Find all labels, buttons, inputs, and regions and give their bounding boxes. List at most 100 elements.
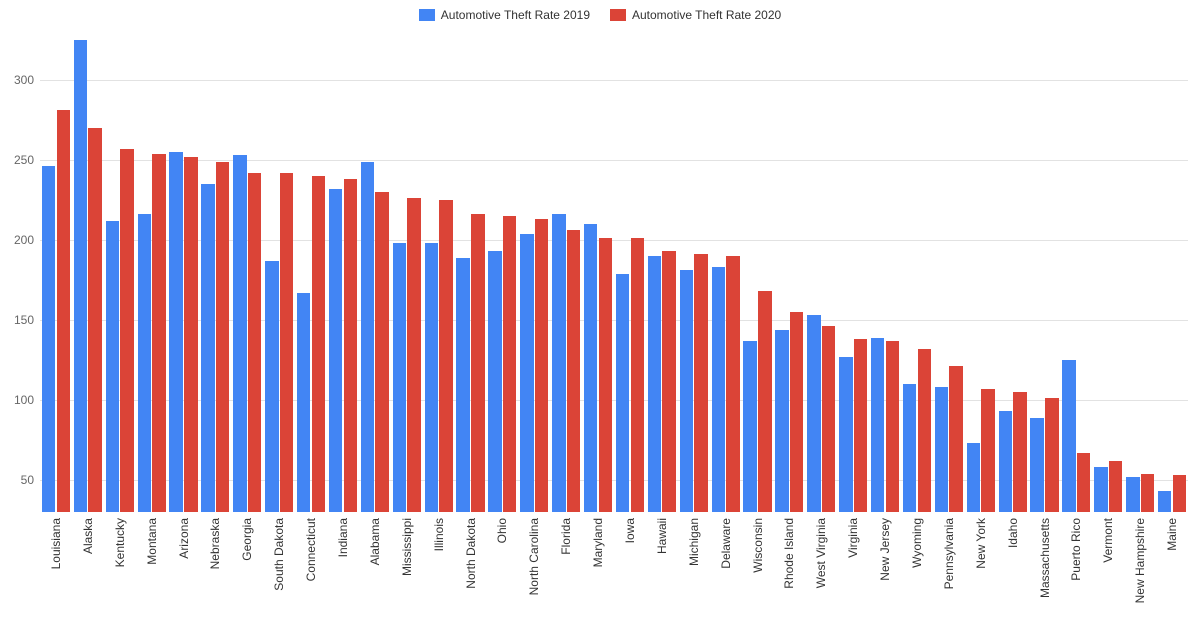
x-tick-label: Ohio <box>495 512 509 543</box>
bar <box>726 256 739 512</box>
x-tick-label: North Dakota <box>464 512 478 589</box>
bar <box>743 341 756 512</box>
bar <box>1013 392 1026 512</box>
bar <box>152 154 165 512</box>
x-tick-label: Montana <box>145 512 159 565</box>
bar <box>886 341 899 512</box>
y-tick-label: 150 <box>14 313 40 327</box>
x-tick-label: Pennsylvania <box>942 512 956 589</box>
x-tick-label: South Dakota <box>272 512 286 591</box>
bar <box>758 291 771 512</box>
x-tick-label: Iowa <box>623 512 637 543</box>
plot-area: 50100150200250300LouisianaAlaskaKentucky… <box>40 32 1188 512</box>
bar <box>74 40 87 512</box>
bar <box>169 152 182 512</box>
x-tick-label: Vermont <box>1101 512 1115 563</box>
bar <box>999 411 1012 512</box>
x-tick-label: Puerto Rico <box>1069 512 1083 581</box>
x-tick-label: Maine <box>1165 512 1179 551</box>
bar <box>1173 475 1186 512</box>
bar <box>393 243 406 512</box>
x-tick-label: New Hampshire <box>1133 512 1147 603</box>
x-tick-label: Michigan <box>687 512 701 566</box>
legend-item-2020: Automotive Theft Rate 2020 <box>610 8 781 22</box>
legend-label-2019: Automotive Theft Rate 2019 <box>441 8 590 22</box>
bar <box>216 162 229 512</box>
bar <box>233 155 246 512</box>
bar <box>616 274 629 512</box>
bar <box>88 128 101 512</box>
bar <box>407 198 420 512</box>
bar <box>535 219 548 512</box>
bar <box>344 179 357 512</box>
bar <box>790 312 803 512</box>
bar <box>248 173 261 512</box>
bar <box>297 293 310 512</box>
x-tick-label: Alaska <box>81 512 95 554</box>
legend-item-2019: Automotive Theft Rate 2019 <box>419 8 590 22</box>
bar <box>871 338 884 512</box>
bar <box>106 221 119 512</box>
x-tick-label: Louisiana <box>49 512 63 569</box>
bar <box>488 251 501 512</box>
x-tick-label: West Virginia <box>814 512 828 588</box>
bar <box>120 149 133 512</box>
legend-swatch-2020 <box>610 9 626 21</box>
bar <box>280 173 293 512</box>
bar <box>1045 398 1058 512</box>
x-tick-label: North Carolina <box>527 512 541 595</box>
bar <box>631 238 644 512</box>
x-tick-label: Mississippi <box>400 512 414 576</box>
bar <box>854 339 867 512</box>
bar <box>584 224 597 512</box>
x-tick-label: Indiana <box>336 512 350 557</box>
x-tick-label: Massachusetts <box>1038 512 1052 598</box>
bar <box>1158 491 1171 512</box>
bar <box>694 254 707 512</box>
bar <box>520 234 533 512</box>
chart-legend: Automotive Theft Rate 2019 Automotive Th… <box>0 0 1200 26</box>
bar <box>471 214 484 512</box>
y-tick-label: 300 <box>14 73 40 87</box>
bar <box>680 270 693 512</box>
x-tick-label: Delaware <box>719 512 733 569</box>
x-tick-label: Florida <box>559 512 573 555</box>
y-tick-label: 50 <box>21 473 40 487</box>
bar <box>949 366 962 512</box>
bar <box>456 258 469 512</box>
bar <box>503 216 516 512</box>
bar <box>265 261 278 512</box>
x-tick-label: Georgia <box>240 512 254 561</box>
bar <box>42 166 55 512</box>
bar <box>903 384 916 512</box>
y-tick-label: 250 <box>14 153 40 167</box>
x-tick-label: Hawaii <box>655 512 669 554</box>
bar <box>329 189 342 512</box>
x-tick-label: Nebraska <box>208 512 222 569</box>
bar <box>807 315 820 512</box>
bar <box>1062 360 1075 512</box>
bar <box>662 251 675 512</box>
bar <box>967 443 980 512</box>
bar <box>648 256 661 512</box>
bar <box>312 176 325 512</box>
x-tick-label: Illinois <box>432 512 446 551</box>
x-tick-label: Virginia <box>846 512 860 558</box>
bar <box>775 330 788 512</box>
bar <box>439 200 452 512</box>
bar <box>1141 474 1154 512</box>
bar <box>184 157 197 512</box>
bar <box>981 389 994 512</box>
bar <box>712 267 725 512</box>
x-tick-label: New Jersey <box>878 512 892 581</box>
legend-swatch-2019 <box>419 9 435 21</box>
bar <box>935 387 948 512</box>
x-tick-label: Idaho <box>1006 512 1020 548</box>
x-tick-label: Arizona <box>177 512 191 559</box>
bar <box>567 230 580 512</box>
x-tick-label: New York <box>974 512 988 569</box>
bar <box>552 214 565 512</box>
bar <box>361 162 374 512</box>
x-tick-label: Rhode Island <box>782 512 796 589</box>
bar <box>1126 477 1139 512</box>
